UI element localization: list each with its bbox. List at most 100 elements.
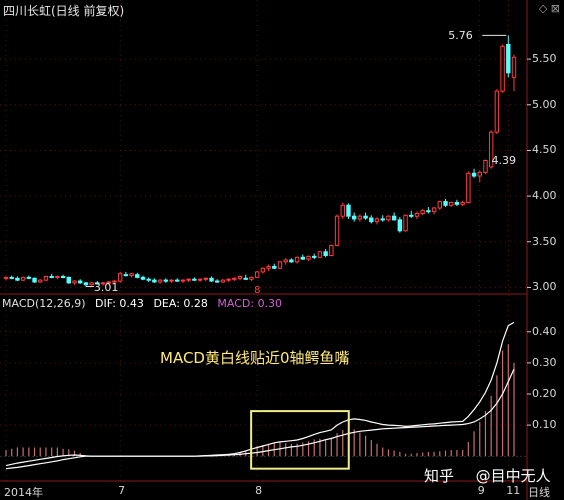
candle-up: [266, 265, 271, 269]
candle-down: [83, 282, 89, 286]
candle-up: [437, 201, 443, 209]
chart-title: 四川长虹(日线 前复权): [3, 4, 125, 18]
candle-down: [272, 265, 277, 269]
candle-up: [100, 282, 106, 285]
candle-down: [135, 274, 140, 278]
candle-up: [226, 278, 231, 281]
time-tick-label: 2014年: [4, 486, 43, 499]
macd-tick-label: 0.30: [532, 355, 557, 369]
event-marker[interactable]: 8: [254, 285, 261, 296]
dea-readout: DEA: 0.28: [153, 297, 208, 310]
candle-up: [449, 201, 454, 206]
candle-up: [220, 279, 226, 283]
candle-up: [232, 277, 237, 280]
candle-up: [203, 277, 208, 280]
macd-tick-label: 0.10: [532, 418, 557, 432]
candle-up: [483, 159, 488, 173]
candle-up: [180, 279, 186, 282]
candle-down: [471, 172, 477, 177]
window-controls-icon[interactable]: ◇ ⊠: [538, 2, 560, 15]
candle-down: [209, 277, 214, 282]
candle-down: [312, 255, 317, 258]
candle-up: [254, 271, 260, 278]
price-tick-label: 5.50: [532, 52, 557, 66]
candle-up: [55, 275, 60, 278]
candle-up: [112, 280, 117, 283]
watermark-brand: 知乎: [424, 467, 455, 485]
macd-readout: MACD: 0.30: [217, 297, 283, 310]
candle-up: [197, 278, 203, 281]
macd-params: MACD(12,26,9): [2, 297, 86, 310]
dea-line: [5, 368, 515, 470]
macd-tick-label: 0.40: [532, 324, 557, 338]
candle-up: [294, 256, 300, 263]
candle-down: [351, 215, 357, 220]
candle-up: [334, 215, 340, 246]
candle-up: [3, 276, 9, 279]
watermark-author: @目中无人: [475, 467, 551, 485]
candle-up: [488, 131, 494, 168]
highlight-box: [250, 410, 350, 470]
dif-line: [5, 321, 515, 467]
candle-up: [249, 276, 254, 280]
candle-up: [329, 244, 334, 256]
price-label-low: 3.01: [93, 280, 119, 294]
candle-up: [43, 275, 49, 281]
candle-down: [323, 251, 328, 256]
price-tick-label: 4.50: [532, 143, 557, 157]
candle-down: [243, 277, 248, 280]
candle-up: [374, 218, 380, 223]
candle-down: [443, 201, 448, 206]
annotation-text: MACD黄白线贴近0轴鳄鱼嘴: [160, 349, 350, 367]
time-tick-label: 11: [506, 484, 521, 497]
candle-down: [77, 280, 83, 284]
candle-up: [72, 280, 77, 284]
price-tick-label: 4.00: [532, 189, 557, 203]
candle-up: [357, 215, 363, 220]
candle-up: [317, 251, 323, 258]
candle-down: [152, 279, 157, 283]
candle-down: [346, 204, 351, 217]
macd-header: MACD(12,26,9) DIF: 0.43 DEA: 0.28 MACD: …: [2, 297, 288, 310]
candle-down: [409, 214, 414, 217]
candle-down: [214, 280, 220, 283]
time-tick-label: 7: [118, 484, 126, 497]
candle-up: [403, 214, 408, 232]
candle-up: [283, 259, 288, 263]
macd-tick-label: 0.20: [532, 387, 557, 400]
candle-up: [157, 279, 163, 283]
time-tick-label: 8: [255, 484, 263, 497]
candle-down: [140, 276, 146, 280]
price-label-high: 5.76: [448, 29, 473, 43]
price-tick-label: 3.00: [532, 280, 557, 294]
candle-up: [494, 90, 500, 133]
candle-down: [426, 210, 431, 213]
candle-down: [32, 277, 37, 283]
price-tick-label: 3.50: [532, 234, 557, 248]
candle-up: [414, 212, 420, 217]
candle-down: [300, 256, 306, 260]
candle-down: [397, 219, 403, 232]
candle-down: [146, 278, 151, 281]
candle-down: [26, 276, 32, 279]
candle-up: [106, 281, 111, 284]
candle-up: [431, 207, 437, 213]
candle-up: [237, 275, 243, 279]
candle-up: [20, 276, 26, 281]
candle-up: [38, 279, 43, 283]
watermark: 知乎 @目中无人: [424, 465, 551, 486]
candle-up: [420, 210, 425, 214]
dif-readout: DIF: 0.43: [95, 297, 144, 310]
candle-down: [391, 215, 397, 221]
candle-down: [175, 279, 180, 282]
candle-up: [129, 273, 134, 277]
candle-down: [192, 278, 197, 281]
candle-down: [15, 277, 20, 281]
candle-down: [289, 259, 294, 263]
candle-up: [460, 201, 465, 205]
candle-down: [95, 282, 100, 285]
candle-down: [369, 217, 374, 223]
time-unit-label: 日线: [528, 486, 550, 499]
